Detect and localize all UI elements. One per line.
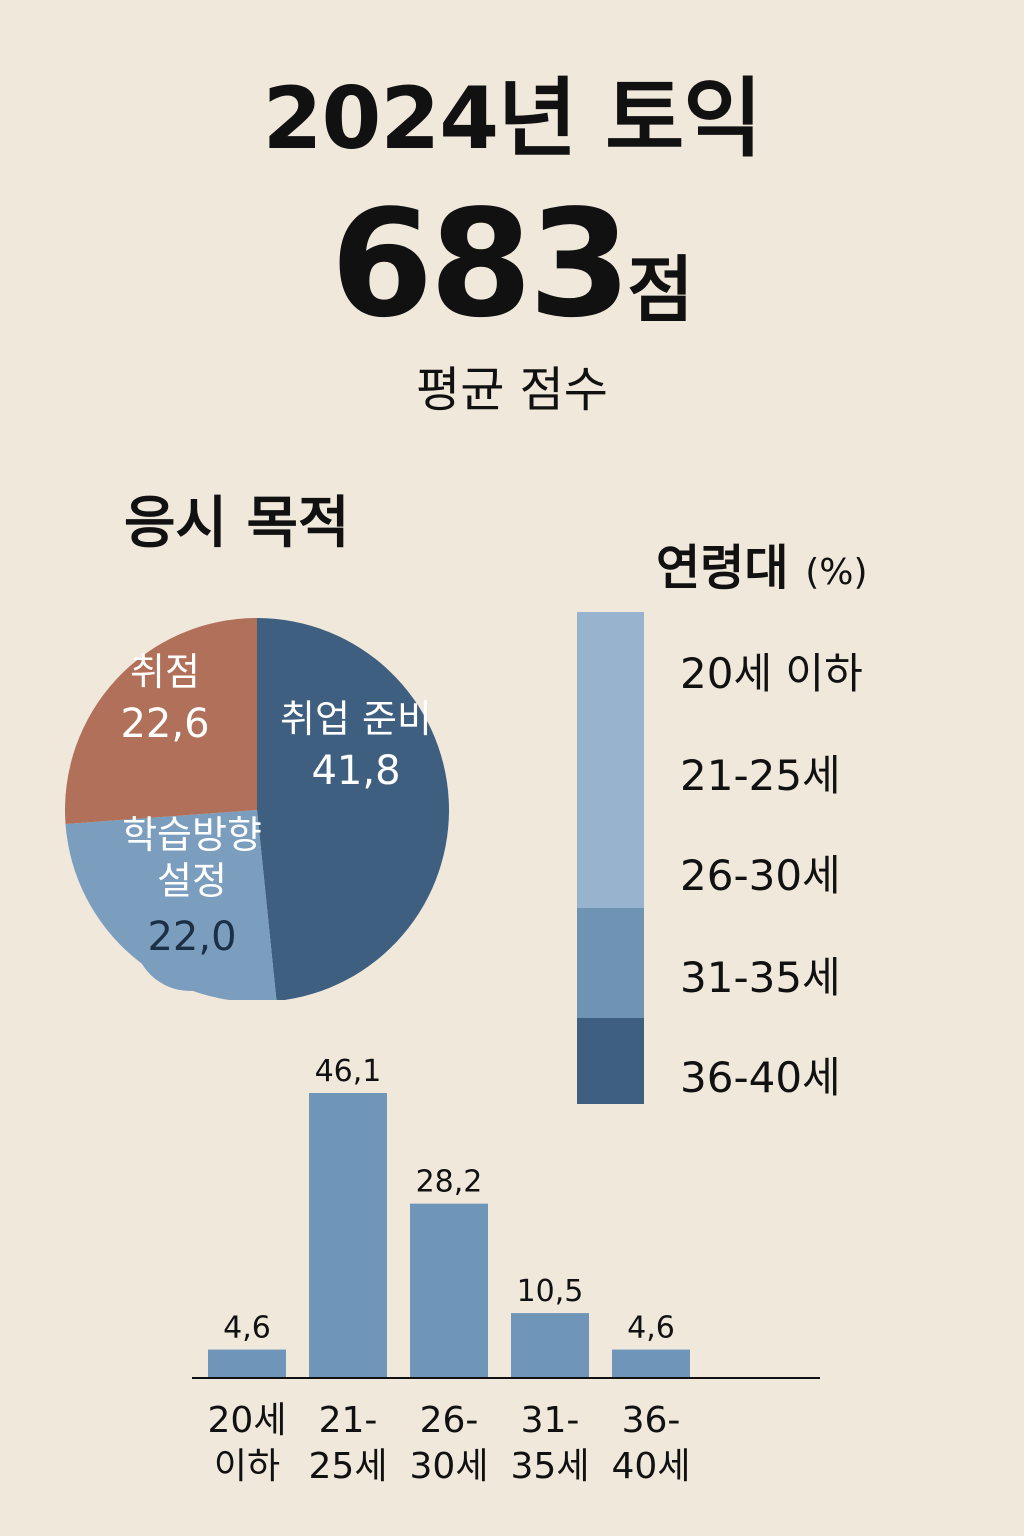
- pie-slice-label: 취업 준비: [280, 697, 432, 741]
- scale-segment-light: [577, 612, 644, 908]
- bar-value-label: 4,6: [223, 1311, 271, 1346]
- age-legend-unit: (%): [805, 552, 868, 593]
- bar-category-label: 36-: [622, 1400, 681, 1441]
- age-legend-item: 21-25세: [680, 751, 841, 800]
- bar-category-label: 35세: [511, 1446, 590, 1487]
- bar: [612, 1349, 690, 1378]
- bar-value-label: 4,6: [627, 1311, 675, 1346]
- bar-category-label: 20세: [208, 1400, 287, 1441]
- bar-category-label: 25세: [309, 1446, 388, 1487]
- bar-category-label: 30세: [410, 1446, 489, 1487]
- bar-category-label: 21-: [319, 1400, 378, 1441]
- average-score: 683점: [0, 178, 1024, 350]
- score-value: 683: [330, 178, 631, 350]
- bar-category-label: 이하: [214, 1446, 280, 1487]
- age-legend-heading: 연령대 (%): [656, 528, 868, 598]
- bar: [208, 1349, 286, 1378]
- bar-category-label: 40세: [612, 1446, 691, 1487]
- bar: [511, 1313, 589, 1378]
- pie-slice: [64, 618, 257, 824]
- age-color-scale: [577, 612, 644, 1104]
- pie-callout-bubble: [134, 879, 246, 991]
- pie-slice-label: 학습방향: [122, 813, 262, 857]
- age-legend-item: 31-35세: [680, 953, 841, 1002]
- bar-value-label: 10,5: [517, 1274, 584, 1309]
- pie-slice-label: 41,8: [311, 748, 400, 794]
- scale-segment-dark: [577, 1018, 644, 1104]
- page-title: 2024년 토익: [262, 69, 763, 169]
- pie-slice-label: 취점: [130, 650, 200, 694]
- bar: [410, 1203, 488, 1378]
- bar-value-label: 46,1: [315, 1054, 382, 1089]
- pie-slice-label: 설정: [157, 859, 227, 903]
- pie-slice-value: 22,0: [147, 914, 236, 960]
- bar-category-label: 31-: [521, 1400, 580, 1441]
- pie-slice-label: 22,6: [120, 701, 209, 747]
- score-unit: 점: [627, 248, 694, 332]
- bar-category-label: 26-: [420, 1400, 479, 1441]
- bar-value-label: 28,2: [416, 1165, 483, 1200]
- age-legend-item: 26-30세: [680, 851, 841, 900]
- age-legend-item: 36-40세: [680, 1053, 841, 1102]
- pie-slice: [257, 618, 449, 1000]
- bar: [309, 1093, 387, 1378]
- age-legend-title: 연령대: [656, 540, 789, 596]
- scale-segment-mid: [577, 908, 644, 1018]
- age-legend-item: 20세 이하: [680, 649, 863, 698]
- pie-heading: 응시 목적: [124, 491, 350, 556]
- score-caption: 평균 점수: [416, 362, 608, 418]
